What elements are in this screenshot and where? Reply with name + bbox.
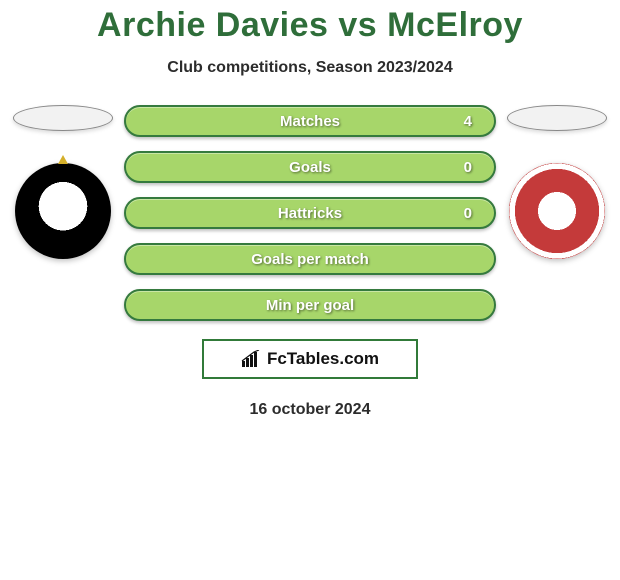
bar-value: 0 <box>464 205 472 222</box>
bar-label: Hattricks <box>278 205 342 222</box>
left-club-crest <box>15 163 111 259</box>
brand-label: FcTables.com <box>267 349 379 369</box>
bar-label: Min per goal <box>266 297 354 314</box>
date-label: 16 october 2024 <box>0 401 620 419</box>
right-flag-placeholder <box>507 105 607 131</box>
bar-hattricks: Hattricks 0 <box>124 197 496 229</box>
page-title: Archie Davies vs McElroy <box>0 0 620 45</box>
bar-min-per-goal: Min per goal <box>124 289 496 321</box>
subtitle: Club competitions, Season 2023/2024 <box>0 59 620 77</box>
stats-bars: Matches 4 Goals 0 Hattricks 0 Goals per … <box>118 105 502 321</box>
bar-label: Matches <box>280 113 340 130</box>
bar-matches: Matches 4 <box>124 105 496 137</box>
bar-goals: Goals 0 <box>124 151 496 183</box>
right-player-col <box>502 105 612 259</box>
left-player-col <box>8 105 118 259</box>
comparison-row: Matches 4 Goals 0 Hattricks 0 Goals per … <box>0 105 620 321</box>
left-flag-placeholder <box>13 105 113 131</box>
brand-link[interactable]: FcTables.com <box>202 339 418 379</box>
bar-goals-per-match: Goals per match <box>124 243 496 275</box>
right-club-crest <box>509 163 605 259</box>
bar-value: 4 <box>464 113 472 130</box>
bars-icon <box>241 350 263 368</box>
bar-label: Goals per match <box>251 251 369 268</box>
bar-value: 0 <box>464 159 472 176</box>
bar-label: Goals <box>289 159 331 176</box>
